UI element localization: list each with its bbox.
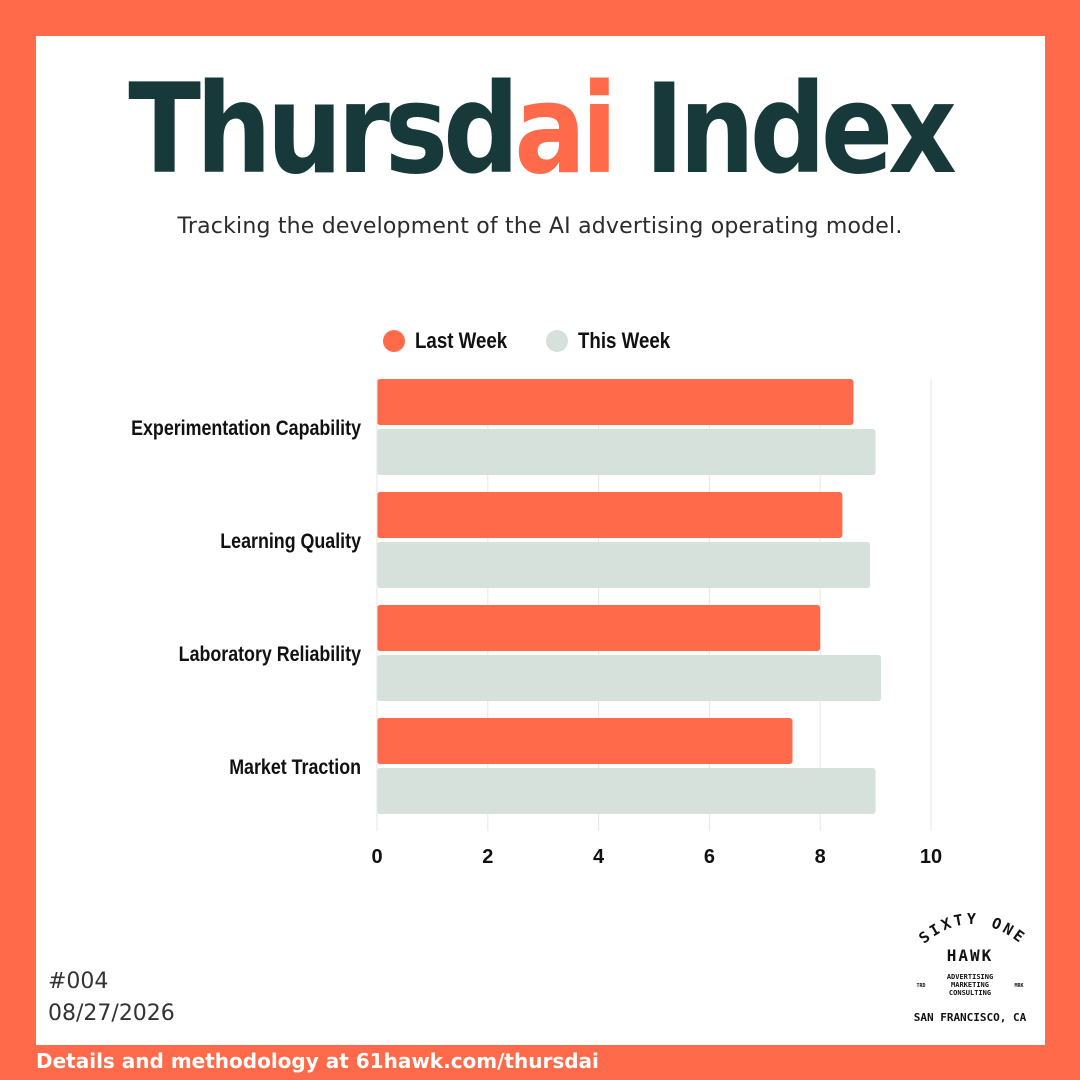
legend-label-this-week: This Week <box>578 328 671 353</box>
bar-last-week-2 <box>377 605 821 651</box>
bar-this-week-2 <box>377 655 882 701</box>
category-label-1: Learning Quality <box>220 530 361 554</box>
category-label-2: Laboratory Reliability <box>179 643 361 667</box>
logo-line1: SIXTY ONE <box>915 910 1030 948</box>
legend-swatch-this-week <box>546 330 568 352</box>
title-part1: Thursd <box>128 58 519 202</box>
issue-number: #004 <box>48 969 109 994</box>
logo-location: SAN FRANCISCO, CA <box>914 1011 1027 1024</box>
footer-methodology-link[interactable]: Details and methodology at 61hawk.com/th… <box>36 1049 599 1073</box>
logo-tag2: MARKETING <box>951 981 989 989</box>
bar-last-week-3 <box>377 718 793 764</box>
title-accent: ai <box>514 58 617 202</box>
x-tick-label-10: 10 <box>920 846 942 868</box>
legend-label-last-week: Last Week <box>415 328 508 353</box>
bar-last-week-1 <box>377 492 843 538</box>
x-tick-label-6: 6 <box>704 846 715 868</box>
category-label-0: Experimentation Capability <box>131 417 361 441</box>
bar-this-week-1 <box>377 542 871 588</box>
legend-item-last-week: Last Week <box>383 328 523 354</box>
logo-right-mark: MRK <box>1014 983 1023 989</box>
content-card <box>36 36 1045 1045</box>
page-subtitle: Tracking the development of the AI adver… <box>177 214 903 239</box>
issue-info: #004 08/27/2026 <box>48 966 175 1030</box>
bar-this-week-3 <box>377 768 876 814</box>
x-tick-label-8: 8 <box>815 846 826 868</box>
legend-item-this-week: This Week <box>546 328 686 354</box>
category-label-3: Market Traction <box>229 756 361 780</box>
legend-swatch-last-week <box>383 330 405 352</box>
x-tick-label-2: 2 <box>482 846 493 868</box>
logo-tag1: ADVERTISING <box>947 973 993 981</box>
x-tick-label-4: 4 <box>593 846 605 868</box>
logo-line2: HAWK <box>947 946 994 965</box>
bar-this-week-0 <box>377 429 876 475</box>
x-tick-label-0: 0 <box>371 846 382 868</box>
bar-last-week-0 <box>377 379 854 425</box>
page-title: Thursdai Index <box>76 60 1005 200</box>
sixty-one-hawk-logo: SIXTY ONE HAWK ADVERTISING MARKETING CON… <box>914 910 1030 1024</box>
logo-tag3: CONSULTING <box>949 989 991 997</box>
issue-date: 08/27/2026 <box>48 1001 175 1026</box>
title-part2: Index <box>612 58 956 202</box>
logo-left-mark: TRD <box>916 983 925 989</box>
